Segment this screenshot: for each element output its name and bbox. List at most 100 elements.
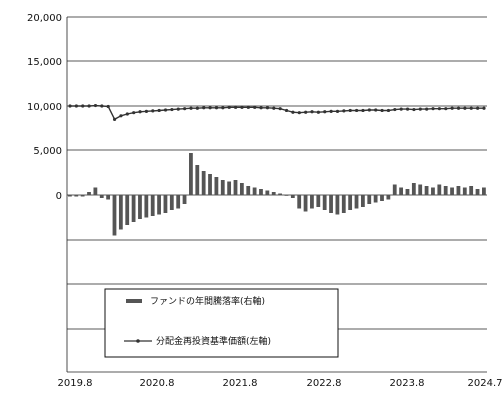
- bar-mark: [297, 195, 302, 209]
- line-point: [214, 106, 219, 110]
- y-tick-label: 5,000: [33, 146, 62, 157]
- line-point: [132, 111, 136, 115]
- bar-mark: [138, 195, 142, 219]
- line-point: [234, 105, 238, 109]
- bar-mark: [169, 195, 174, 210]
- bar-mark: [443, 186, 448, 195]
- line-point: [335, 109, 340, 113]
- line-point: [163, 108, 168, 112]
- line-point: [157, 108, 161, 113]
- line-point: [195, 106, 199, 110]
- line-path: [70, 104, 484, 121]
- bar-mark: [201, 171, 206, 195]
- line-point: [246, 105, 250, 109]
- line-point: [93, 103, 98, 108]
- y-tick-label: 10,000: [27, 102, 62, 113]
- line-point: [431, 107, 435, 111]
- x-tick-label: 2022.8: [307, 378, 342, 389]
- line-point: [393, 107, 397, 112]
- bar-mark: [189, 153, 193, 195]
- bar-mark: [259, 189, 263, 195]
- line-point: [259, 106, 263, 110]
- line-point: [399, 107, 403, 111]
- bar-mark: [450, 187, 454, 195]
- bar-mark: [195, 165, 200, 195]
- bar-mark: [462, 187, 467, 195]
- x-tick-label: 2021.8: [223, 378, 258, 389]
- legend: ファンドの年間騰落率(右軸) 分配金再投資基準価額(左軸): [104, 288, 339, 358]
- line-point: [68, 104, 72, 108]
- bar-mark: [252, 187, 257, 195]
- line-point: [456, 106, 461, 110]
- line-point: [425, 107, 429, 111]
- line-point: [348, 108, 352, 113]
- bar-mark: [316, 195, 321, 207]
- line-point: [297, 111, 301, 115]
- line-point: [380, 108, 384, 113]
- bar-mark: [482, 187, 486, 195]
- bar-mark: [131, 195, 136, 222]
- legend-label-line: 分配金再投資基準価額(左軸): [156, 335, 271, 347]
- line-point: [272, 106, 276, 110]
- bar-mark: [176, 195, 181, 209]
- line-point: [189, 106, 193, 110]
- axis-ticks: 20,000 15,000 10,000 5,000 0 2019.8 2020.8 2021…: [27, 13, 503, 389]
- bar-mark: [303, 195, 308, 212]
- line-point: [144, 109, 149, 113]
- bar-mark: [335, 195, 340, 215]
- bar-mark: [329, 195, 333, 213]
- bar-mark: [437, 184, 442, 195]
- bar-mark: [341, 195, 346, 213]
- bar-mark: [367, 195, 372, 204]
- line-point: [202, 106, 206, 110]
- bar-mark: [182, 195, 187, 204]
- bar-mark: [106, 195, 111, 200]
- legend-label-bar: ファンドの年間騰落率(右軸): [150, 295, 265, 307]
- line-point: [240, 105, 244, 109]
- line-point: [81, 104, 85, 108]
- line-point: [361, 108, 365, 113]
- bar-mark: [227, 181, 232, 195]
- line-point: [278, 107, 282, 111]
- bar-mark: [310, 195, 314, 209]
- line-point: [469, 106, 473, 110]
- bar-mark: [68, 195, 72, 197]
- line-point: [151, 109, 155, 113]
- bar-mark: [418, 184, 423, 195]
- x-tick-label: 2020.8: [140, 378, 175, 389]
- bar-mark: [118, 195, 123, 230]
- bar-mark: [411, 183, 416, 195]
- line-point: [444, 107, 448, 111]
- bar-mark: [348, 195, 353, 210]
- line-point: [316, 110, 320, 114]
- line-point: [253, 105, 257, 109]
- bar-mark: [112, 195, 117, 236]
- bar-mark: [246, 186, 251, 195]
- bar-mark: [373, 195, 378, 203]
- line-point: [291, 110, 295, 114]
- legend-box: [104, 288, 339, 358]
- line-point: [405, 107, 410, 111]
- x-tick-label: 2023.8: [390, 378, 425, 389]
- line-point: [342, 109, 346, 113]
- line-point: [119, 114, 123, 118]
- bar-mark: [144, 195, 149, 218]
- line-point: [463, 106, 467, 110]
- bar-mark: [354, 195, 359, 209]
- line-point: [87, 104, 91, 108]
- line-point: [329, 109, 333, 113]
- bar-mark: [208, 174, 212, 195]
- bar-mark: [380, 195, 384, 201]
- bar-mark: [469, 186, 474, 195]
- line-point: [170, 107, 174, 112]
- bar-series-fund-change: [68, 153, 486, 236]
- line-point: [100, 104, 104, 108]
- bar-mark: [278, 193, 282, 195]
- bar-mark: [157, 195, 161, 215]
- line-point: [221, 106, 225, 110]
- bar-mark: [399, 187, 403, 195]
- line-point: [367, 108, 371, 112]
- bar-mark: [290, 195, 295, 198]
- line-point: [138, 110, 142, 114]
